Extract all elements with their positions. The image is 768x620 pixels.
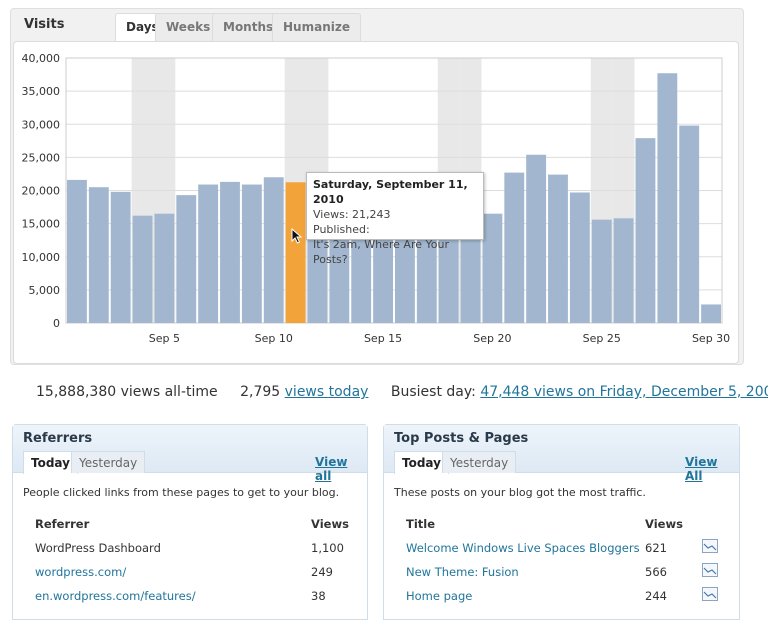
x-tick-label: Sep 25 <box>583 332 621 345</box>
table-row: WordPress Dashboard 1,100 <box>13 541 367 565</box>
y-tick-label: 0 <box>53 317 60 330</box>
post-views: 244 <box>645 589 667 603</box>
bar[interactable] <box>701 304 721 323</box>
referrers-title: Referrers <box>23 431 93 446</box>
tooltip-date: Saturday, September 11, 2010 <box>313 178 468 206</box>
bar-highlighted[interactable] <box>285 182 306 323</box>
sparkline-chart-icon[interactable] <box>702 539 718 553</box>
table-row: Home page 244 <box>384 587 739 613</box>
top-posts-title: Top Posts & Pages <box>394 431 529 446</box>
x-tick-label: Sep 5 <box>149 332 180 345</box>
bar[interactable] <box>613 218 634 323</box>
sparkline-chart-icon[interactable] <box>702 563 718 577</box>
x-tick-label: Sep 10 <box>255 332 293 345</box>
bar[interactable] <box>154 213 175 323</box>
chart-svg: 0 5,000 10,000 15,000 20,000 25,000 30,000 35,0… <box>22 52 731 345</box>
chart-tooltip: Saturday, September 11, 2010 Views: 21,2… <box>306 172 484 266</box>
referrers-description: People clicked links from these pages to… <box>23 486 340 499</box>
referrer-link[interactable]: en.wordpress.com/features/ <box>35 589 196 603</box>
referrer-column-header: Referrer <box>35 517 90 531</box>
bar[interactable] <box>548 174 568 323</box>
bar[interactable] <box>241 184 262 323</box>
bar[interactable] <box>132 215 153 323</box>
post-views-column-header: Views <box>645 517 683 531</box>
y-tick-label: 20,000 <box>22 185 61 198</box>
table-row: New Theme: Fusion 566 <box>384 563 739 589</box>
referrers-view-all-link[interactable]: View all <box>315 455 348 483</box>
y-tick-label: 40,000 <box>22 52 61 65</box>
top-posts-tab-yesterday[interactable]: Yesterday <box>442 451 517 473</box>
y-tick-label: 35,000 <box>22 85 61 98</box>
x-tick-label: Sep 30 <box>692 332 730 345</box>
referrer-views: 1,100 <box>311 541 344 555</box>
alltime-views: 15,888,380 views all-time <box>36 384 218 400</box>
y-tick-label: 10,000 <box>22 251 61 264</box>
bar[interactable] <box>88 187 109 323</box>
stats-summary: 15,888,380 views all-time 2,795 views to… <box>36 384 768 400</box>
post-title-link[interactable]: New Theme: Fusion <box>406 565 519 579</box>
tab-humanize[interactable]: Humanize <box>272 13 361 41</box>
bar[interactable] <box>220 181 240 323</box>
top-posts-panel: Top Posts & Pages Today Yesterday View A… <box>383 424 740 620</box>
tooltip-published-label: Published: <box>313 223 370 236</box>
table-row: Welcome Windows Live Spaces Bloggers 621 <box>384 539 739 565</box>
referrer-views: 38 <box>311 589 326 603</box>
y-tick-label: 25,000 <box>22 151 61 164</box>
tooltip-post-title: It's 2am, Where Are Your Posts? <box>313 238 449 266</box>
top-posts-description: These posts on your blog got the most tr… <box>394 486 646 499</box>
tab-weeks[interactable]: Weeks <box>155 13 222 41</box>
today-count: 2,795 <box>240 384 281 400</box>
top-posts-header: Top Posts & Pages Today Yesterday View A… <box>384 425 739 483</box>
title-column-header: Title <box>406 517 436 531</box>
bar[interactable] <box>569 192 590 323</box>
post-views: 566 <box>645 565 667 579</box>
post-title-link[interactable]: Welcome Windows Live Spaces Bloggers <box>406 541 640 555</box>
x-tick-label: Sep 20 <box>473 332 511 345</box>
y-tick-label: 5,000 <box>29 284 61 297</box>
sparkline-chart-icon[interactable] <box>702 587 718 601</box>
referrer-views-column-header: Views <box>311 517 349 531</box>
referrers-tab-yesterday[interactable]: Yesterday <box>71 451 146 473</box>
bar[interactable] <box>635 138 656 323</box>
table-row: wordpress.com/ 249 <box>13 565 367 589</box>
bar[interactable] <box>591 219 612 323</box>
referrers-tab-today[interactable]: Today <box>23 451 78 474</box>
busiest-day-label: Busiest day: <box>390 384 476 400</box>
referrers-header: Referrers Today Yesterday View all <box>13 425 367 483</box>
post-title-link[interactable]: Home page <box>406 589 473 603</box>
bar[interactable] <box>504 172 525 323</box>
busiest-day-link[interactable]: 47,448 views on Friday, December 5, 2008 <box>480 384 768 400</box>
bar[interactable] <box>460 214 481 323</box>
visits-title: Visits <box>24 17 65 32</box>
top-posts-view-all-link[interactable]: View All <box>685 455 718 483</box>
bar[interactable] <box>263 177 284 323</box>
post-views: 621 <box>645 541 667 555</box>
views-today-link[interactable]: views today <box>284 384 369 400</box>
bar[interactable] <box>679 125 700 323</box>
bar[interactable] <box>198 184 219 323</box>
table-row: en.wordpress.com/features/ 38 <box>13 589 367 613</box>
referrers-panel: Referrers Today Yesterday View all Peopl… <box>12 424 368 620</box>
bar[interactable] <box>67 179 87 323</box>
referrer-link[interactable]: wordpress.com/ <box>35 565 127 579</box>
bar[interactable] <box>110 191 131 323</box>
x-tick-label: Sep 15 <box>364 332 402 345</box>
bar[interactable] <box>526 154 547 323</box>
referrer-views: 249 <box>311 565 333 579</box>
mouse-cursor-icon <box>291 228 303 244</box>
bar[interactable] <box>657 73 678 323</box>
y-tick-label: 15,000 <box>22 218 61 231</box>
y-tick-label: 30,000 <box>22 118 61 131</box>
top-posts-tab-today[interactable]: Today <box>394 451 449 474</box>
referrer-name: WordPress Dashboard <box>35 541 161 555</box>
plot-frame <box>65 57 723 324</box>
bar[interactable] <box>482 213 503 323</box>
bar[interactable] <box>176 195 197 323</box>
tooltip-views: Views: 21,243 <box>313 208 391 221</box>
